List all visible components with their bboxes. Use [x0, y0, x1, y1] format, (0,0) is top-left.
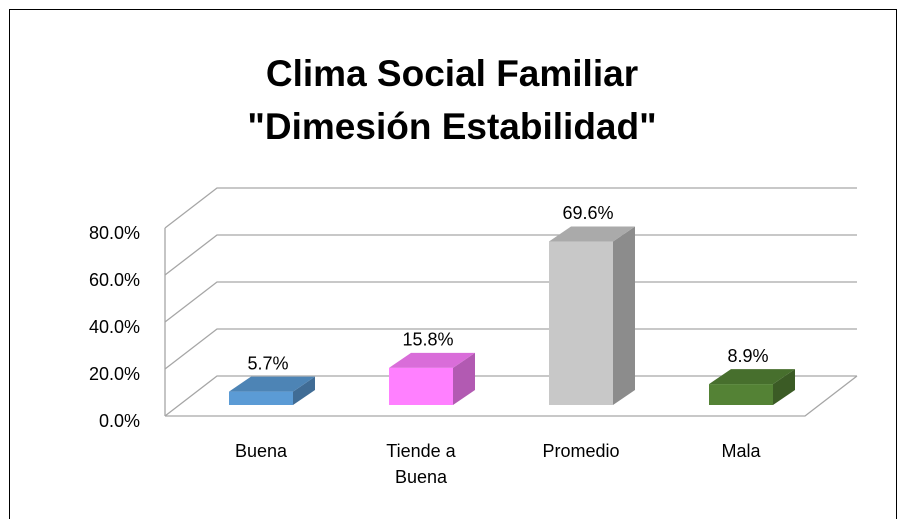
grid-line — [164, 234, 857, 276]
x-tick-label: Buena — [234, 441, 288, 461]
bar — [549, 241, 613, 405]
floor-edge — [165, 375, 858, 417]
bar-side — [613, 226, 635, 405]
value-label: 5.7% — [247, 353, 288, 373]
y-tick-label: 20.0% — [89, 364, 140, 384]
x-tick-label: Promedio — [542, 441, 620, 461]
y-tick-label: 60.0% — [89, 270, 140, 290]
value-label: 8.9% — [727, 346, 768, 366]
chart-subtitle: "Dimesión Estabilidad" — [247, 106, 656, 147]
bar-top — [709, 369, 795, 385]
y-tick-label: 80.0% — [89, 223, 140, 243]
bar-side — [453, 352, 475, 405]
grid-line — [164, 187, 857, 229]
bar — [389, 367, 453, 405]
x-tick-label: Mala — [721, 441, 761, 461]
chart-title: Clima Social Familiar — [266, 53, 638, 94]
bar — [709, 384, 773, 405]
grid-line — [164, 281, 857, 323]
x-tick-label: Tiende a Buena — [386, 441, 456, 487]
bar-side — [293, 376, 315, 405]
chart-border — [9, 9, 897, 519]
grid-line — [164, 328, 857, 370]
grid-line — [164, 375, 857, 417]
bar-top — [549, 226, 635, 242]
bar-top — [229, 376, 315, 392]
bar — [229, 391, 293, 405]
y-tick-label: 40.0% — [89, 317, 140, 337]
bar-side — [773, 369, 795, 405]
bar-top — [389, 352, 475, 368]
value-label: 15.8% — [402, 330, 453, 350]
y-tick-label: 0.0% — [99, 411, 140, 431]
value-label: 69.6% — [562, 203, 613, 223]
